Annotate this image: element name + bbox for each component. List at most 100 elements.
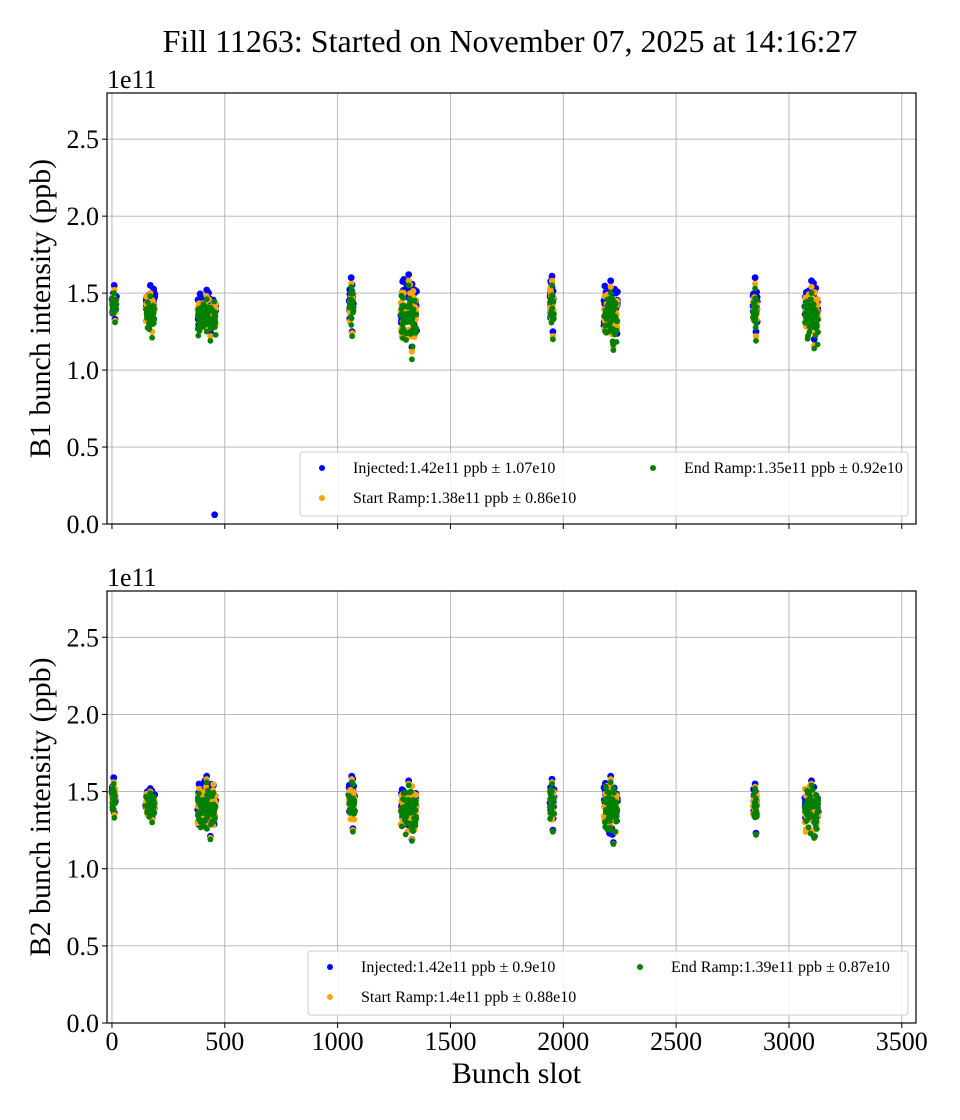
data-point (814, 341, 821, 348)
data-point (548, 272, 556, 280)
figure-title: Fill 11263: Started on November 07, 2025… (163, 23, 858, 59)
data-point (210, 781, 217, 788)
data-point (196, 318, 202, 325)
data-point (409, 356, 415, 363)
data-point (203, 286, 211, 294)
data-point (207, 337, 214, 344)
data-point (753, 808, 759, 814)
data-point (549, 292, 556, 299)
data-point (207, 321, 214, 328)
data-point (751, 314, 758, 321)
y-tick-label: 0.5 (67, 433, 100, 462)
b1-y-axis-label: B1 bunch intensity (ppb) (24, 159, 57, 458)
data-point (147, 802, 153, 809)
y-tick-label: 1.5 (67, 778, 100, 807)
data-point (398, 292, 405, 299)
data-point (606, 818, 613, 824)
data-point (803, 318, 809, 325)
y-tick-label: 0.0 (67, 510, 100, 539)
data-point (150, 806, 157, 812)
data-point (203, 310, 209, 317)
data-point (348, 322, 355, 328)
data-point (109, 804, 116, 811)
legend-entry-injected: Injected:1.42e11 ppb ± 1.07e10 (319, 460, 555, 477)
data-point (209, 818, 216, 825)
data-point (408, 305, 414, 311)
legend-marker (319, 465, 325, 471)
data-point (405, 277, 412, 284)
data-point (149, 819, 156, 826)
data-point (203, 779, 210, 786)
data-point (413, 311, 419, 318)
data-point (752, 785, 758, 792)
b2-ticks: 0 500 1000 1500 2000 2500 3000 3500 0.0 0.5 1.0 1.5… (67, 623, 928, 1056)
y-tick-label: 0.0 (67, 1009, 100, 1038)
data-point (409, 343, 416, 350)
data-point (751, 274, 759, 282)
data-point (399, 302, 406, 309)
data-point (206, 804, 213, 810)
data-point (402, 311, 408, 317)
data-point (401, 804, 408, 810)
x-tick-label: 3000 (763, 1027, 815, 1056)
data-point (752, 295, 758, 302)
data-point (752, 814, 758, 821)
data-point (207, 333, 214, 340)
data-point (411, 798, 418, 805)
legend-label: End Ramp:1.35e11 ppb ± 0.92e10 (684, 460, 903, 477)
data-point (611, 789, 617, 796)
b2-y-offset-label: 1e11 (107, 563, 157, 592)
data-point (753, 337, 759, 344)
data-point (348, 284, 355, 290)
data-point (144, 299, 151, 306)
data-point (212, 331, 219, 338)
data-point (605, 301, 612, 307)
data-point (196, 816, 202, 822)
data-point (405, 282, 412, 289)
data-point (111, 814, 118, 821)
data-point (602, 824, 609, 830)
data-point (753, 319, 759, 326)
data-point (812, 332, 819, 339)
data-point (752, 324, 759, 331)
x-tick-label: 2500 (650, 1027, 702, 1056)
data-point (810, 301, 817, 308)
data-point (110, 774, 118, 782)
data-point (603, 785, 609, 791)
data-point (347, 796, 354, 802)
data-point (805, 332, 811, 339)
data-point (405, 271, 413, 278)
data-point (601, 313, 607, 319)
legend-entry-end-ramp: End Ramp:1.35e11 ppb ± 0.92e10 (650, 460, 903, 477)
data-point (109, 305, 116, 311)
data-point (110, 282, 118, 289)
data-point (196, 325, 203, 332)
data-point (197, 824, 204, 831)
legend-label: Start Ramp:1.4e11 ppb ± 0.88e10 (361, 989, 576, 1006)
data-point (607, 290, 614, 296)
data-point (802, 828, 809, 836)
b1-y-offset-label: 1e11 (107, 65, 157, 94)
data-point (408, 348, 415, 355)
data-point (613, 327, 620, 334)
data-point (808, 290, 815, 296)
data-point (198, 820, 205, 826)
data-point (549, 781, 555, 787)
data-point (406, 295, 413, 302)
y-tick-label: 2.0 (67, 202, 100, 231)
data-point (143, 793, 149, 800)
data-point (809, 787, 816, 793)
data-point (612, 300, 619, 307)
data-point (207, 836, 214, 843)
data-point (111, 290, 118, 296)
data-point (212, 309, 219, 316)
data-point (197, 799, 204, 806)
data-point (144, 311, 151, 318)
data-point (203, 797, 210, 804)
y-tick-label: 2.5 (67, 125, 100, 154)
legend-label: End Ramp:1.39e11 ppb ± 0.87e10 (671, 959, 890, 976)
data-point (408, 310, 414, 317)
data-point (811, 835, 818, 841)
data-point (548, 307, 555, 314)
series-end-ramp (109, 282, 822, 363)
